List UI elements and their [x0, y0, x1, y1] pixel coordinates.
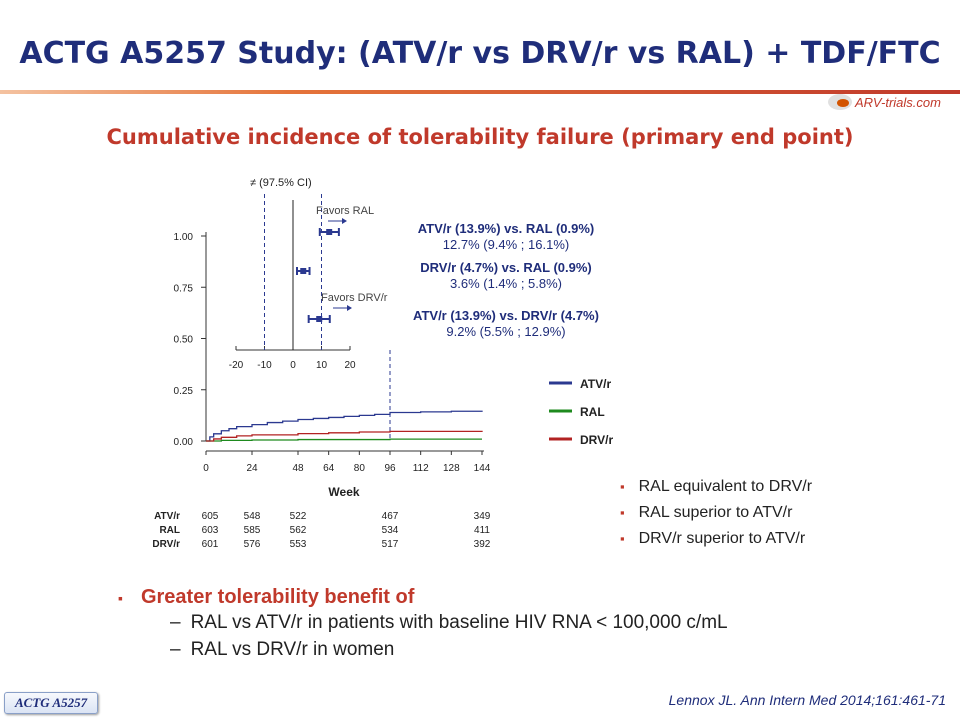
at-risk-count: 603: [202, 525, 219, 536]
y-tick-label: 0.00: [174, 437, 194, 448]
at-risk-count: 411: [474, 525, 490, 536]
x-axis-title: Week: [328, 485, 359, 499]
title-divider: [0, 90, 960, 94]
point-estimate: [316, 316, 323, 322]
legend-label: ATV/r: [580, 377, 611, 391]
key-point-heading: Greater tolerability benefit of: [140, 586, 415, 608]
key-point: ▪ Greater tolerability benefit of – RAL vs…: [118, 586, 728, 660]
favors-arrowhead-icon: [347, 305, 352, 311]
logo-text: ARV-trials.com: [855, 94, 941, 110]
legend-label: DRV/r: [580, 433, 613, 447]
x-tick-label: 144: [474, 463, 491, 474]
x-tick-label: 80: [354, 463, 366, 474]
at-risk-row-label: DRV/r: [152, 539, 180, 550]
at-risk-count: 562: [290, 525, 307, 536]
at-risk-row-label: ATV/r: [154, 511, 180, 522]
comparison-label: ATV/r (13.9%) vs. RAL (0.9%): [418, 221, 595, 236]
forest-tick-label: 20: [344, 360, 356, 371]
at-risk-row-label: RAL: [159, 525, 180, 536]
at-risk-count: 392: [474, 539, 491, 550]
at-risk-count: 553: [290, 539, 307, 550]
at-risk-count: 349: [474, 511, 491, 522]
x-tick-label: 48: [292, 463, 304, 474]
comparison-estimate: 3.6% (1.4% ; 5.8%): [450, 276, 562, 291]
at-risk-count: 517: [382, 539, 399, 550]
forest-tick-label: 10: [316, 360, 328, 371]
key-subpoint: RAL vs ATV/r in patients with baseline H…: [190, 612, 728, 633]
y-tick-label: 0.50: [174, 335, 194, 346]
legend-label: RAL: [580, 405, 605, 419]
forest-tick-label: 0: [290, 360, 296, 371]
comparison-label: ATV/r (13.9%) vs. DRV/r (4.7%): [413, 308, 599, 323]
at-risk-count: 467: [382, 511, 399, 522]
curve-ral: [206, 438, 482, 442]
comparison-estimate: 12.7% (9.4% ; 16.1%): [443, 237, 569, 252]
at-risk-count: 522: [290, 511, 307, 522]
at-risk-count: 576: [244, 539, 261, 550]
conclusion-item: RAL equivalent to DRV/r: [620, 474, 812, 500]
conclusions-list: RAL equivalent to DRV/r RAL superior to …: [620, 474, 812, 552]
at-risk-count: 548: [244, 511, 261, 522]
favors-label: Favors RAL: [316, 205, 374, 217]
key-subpoint: RAL vs DRV/r in women: [190, 639, 395, 660]
forest-tick-label: -20: [229, 360, 244, 371]
y-tick-label: 1.00: [174, 232, 194, 243]
y-tick-label: 0.75: [174, 283, 194, 294]
arv-trials-logo: ARV-trials.com: [828, 94, 941, 110]
point-estimate: [300, 268, 307, 274]
conclusion-item: RAL superior to ATV/r: [620, 500, 812, 526]
comparison-label: DRV/r (4.7%) vs. RAL (0.9%): [420, 260, 591, 275]
x-tick-label: 0: [203, 463, 209, 474]
citation: Lennox JL. Ann Intern Med 2014;161:461-7…: [668, 692, 946, 708]
y-tick-label: 0.25: [174, 386, 194, 397]
favors-label: Favors DRV/r: [321, 292, 388, 304]
logo-icon: [828, 94, 852, 110]
favors-arrowhead-icon: [342, 218, 347, 224]
comparison-estimate: 9.2% (5.5% ; 12.9%): [446, 324, 565, 339]
x-tick-label: 112: [413, 463, 429, 474]
ci-caption: ≠ (97.5% CI): [250, 177, 312, 189]
at-risk-count: 601: [202, 539, 219, 550]
curve-atvr: [206, 410, 483, 442]
at-risk-count: 585: [244, 525, 261, 536]
chart-subtitle: Cumulative incidence of tolerability fai…: [106, 125, 854, 149]
x-tick-label: 128: [443, 463, 460, 474]
x-tick-label: 24: [246, 463, 258, 474]
slide-title: ACTG A5257 Study: (ATV/r vs DRV/r vs RAL…: [19, 36, 941, 71]
curve-drvr: [206, 430, 483, 442]
point-estimate: [326, 229, 333, 235]
forest-tick-label: -10: [257, 360, 272, 371]
square-bullet-icon: ▪: [118, 590, 123, 606]
conclusion-item: DRV/r superior to ATV/r: [620, 526, 812, 552]
x-tick-label: 96: [384, 463, 396, 474]
x-tick-label: 64: [323, 463, 335, 474]
at-risk-count: 534: [382, 525, 399, 536]
at-risk-count: 605: [202, 511, 219, 522]
study-tag: ACTG A5257: [4, 692, 99, 714]
